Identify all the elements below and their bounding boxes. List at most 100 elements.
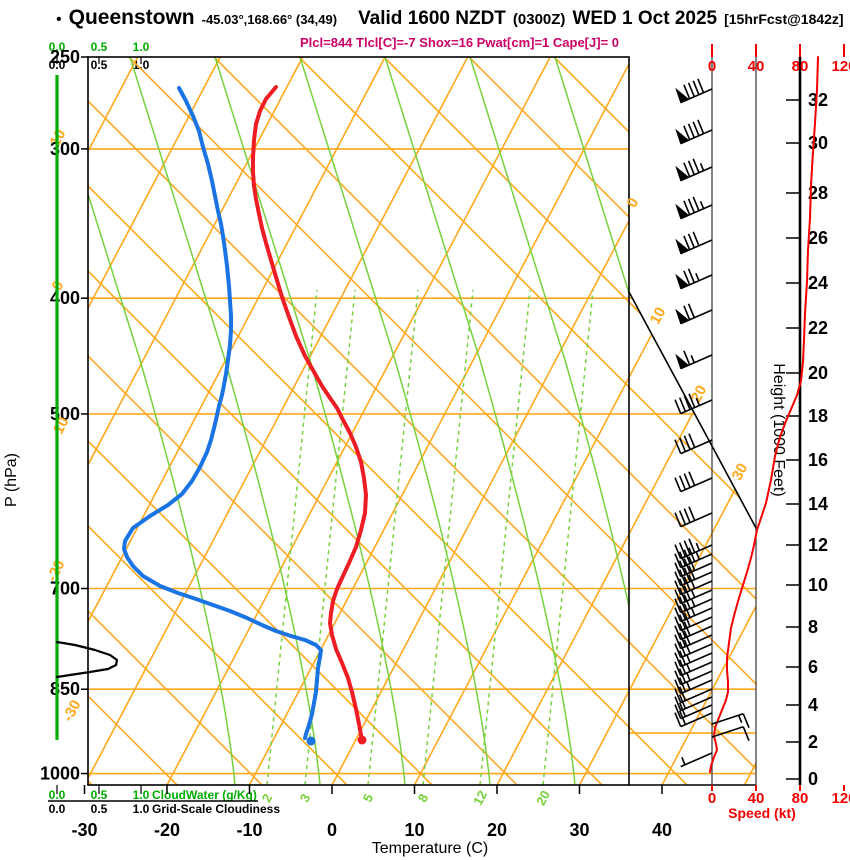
svg-text:3: 3 <box>297 791 314 804</box>
station-coordinates: -45.03°,168.66° (34,49) <box>201 12 338 27</box>
cloud-scale-tick: 1.0 <box>132 788 150 802</box>
cloud-scale-tick: 1.0 <box>132 40 150 54</box>
surface-dewpoint-dot <box>306 736 316 746</box>
wind-barb <box>711 726 750 741</box>
wind-barb <box>674 538 713 560</box>
svg-text:22: 22 <box>808 318 828 338</box>
svg-text:850: 850 <box>50 679 80 699</box>
wind-barb <box>674 650 713 668</box>
temperature-curve <box>251 85 368 742</box>
svg-text:-10: -10 <box>236 820 262 840</box>
svg-text:24: 24 <box>808 273 828 293</box>
cloud-scale-tick: 0.5 <box>90 40 108 54</box>
svg-text:1000: 1000 <box>40 764 80 784</box>
svg-text:0: 0 <box>624 195 643 210</box>
wind-barb <box>674 702 713 720</box>
svg-text:6: 6 <box>808 657 818 677</box>
svg-text:40: 40 <box>748 790 765 807</box>
cloudwater-scale-top: 0.0 0.5 1.0 <box>0 40 400 54</box>
svg-text:12: 12 <box>470 788 490 808</box>
wind-barb <box>674 630 713 650</box>
wind-barb <box>674 393 713 415</box>
svg-text:30: 30 <box>808 133 828 153</box>
wind-barb <box>675 268 713 290</box>
valid-date: WED 1 Oct 2025 <box>572 8 718 29</box>
svg-text:250: 250 <box>50 47 80 67</box>
svg-text:0: 0 <box>808 769 818 789</box>
svg-text:12: 12 <box>808 535 828 555</box>
svg-text:18: 18 <box>808 406 828 426</box>
svg-text:0: 0 <box>327 820 337 840</box>
svg-text:8: 8 <box>808 617 818 637</box>
svg-text:26: 26 <box>808 228 828 248</box>
svg-text:2: 2 <box>259 791 276 804</box>
wind-barbs <box>674 78 750 768</box>
svg-text:120: 120 <box>831 790 850 807</box>
svg-text:20: 20 <box>688 383 711 406</box>
wind-barb <box>674 433 713 455</box>
svg-text:20: 20 <box>487 820 507 840</box>
svg-text:10: 10 <box>647 305 670 328</box>
svg-text:28: 28 <box>808 183 828 203</box>
svg-text:40: 40 <box>748 58 765 75</box>
wind-barb <box>680 752 713 768</box>
cloudiness-scale-bottom: 0.0 0.5 1.0 Grid-Scale Cloudiness <box>0 802 400 816</box>
wind-speed-curve <box>709 56 819 773</box>
wind-barb <box>675 350 713 370</box>
wind-barb <box>674 621 713 641</box>
wind-barb <box>675 158 713 182</box>
temperature-axis: -30 -20 -10 0 10 20 30 40 Temperature (C) <box>71 785 672 857</box>
svg-text:4: 4 <box>808 695 818 715</box>
svg-text:30: 30 <box>569 820 589 840</box>
svg-text:10: 10 <box>808 575 828 595</box>
wind-barb <box>674 574 713 596</box>
cloud-scale-tick: 0.5 <box>90 788 108 802</box>
moist-adiabats-and-mixing-lines <box>88 57 629 785</box>
cloud-scale-label: Grid-Scale Cloudiness <box>152 802 281 816</box>
wind-barb <box>675 196 713 220</box>
grid-boundary-line <box>628 291 757 529</box>
surface-temperature-dot <box>357 735 367 745</box>
svg-text:8: 8 <box>415 791 432 804</box>
wind-barb <box>674 710 713 728</box>
wind-barb <box>674 603 713 623</box>
svg-text:40: 40 <box>652 820 672 840</box>
svg-text:0: 0 <box>708 790 716 807</box>
wind-barb <box>674 639 713 659</box>
cloud-scale-tick: 0.0 <box>48 40 66 54</box>
wind-barb <box>674 612 713 632</box>
svg-text:400: 400 <box>50 288 80 308</box>
station-bullet-icon: • <box>56 11 62 28</box>
svg-text:Temperature (C): Temperature (C) <box>372 840 488 857</box>
svg-text:16: 16 <box>808 450 828 470</box>
svg-text:5: 5 <box>360 791 377 804</box>
cloud-scale-tick: 0.5 <box>90 802 108 816</box>
svg-text:-30: -30 <box>71 820 97 840</box>
mixing-ratio-labels: 2 3 5 8 12 20 <box>259 788 553 808</box>
svg-text:10: 10 <box>404 820 424 840</box>
svg-text:32: 32 <box>808 90 828 110</box>
wind-barb <box>711 713 750 728</box>
wind-barb <box>674 585 713 605</box>
wind-barb <box>674 565 713 587</box>
svg-text:30: 30 <box>729 461 752 484</box>
cloud-scale-tick: 0.5 <box>90 58 108 72</box>
dewpoint-curve <box>122 86 323 740</box>
station-name: Queenstown <box>68 6 195 29</box>
wind-barb <box>674 506 713 528</box>
cloud-profiles <box>55 75 119 740</box>
skewt-grid <box>88 57 756 785</box>
svg-text:0: 0 <box>708 58 716 75</box>
cloud-scale-tick: 0.0 <box>48 58 66 72</box>
wind-barb <box>674 677 713 695</box>
speed-axis: 0040408080120120Speed (kt) <box>708 44 850 821</box>
wind-barb <box>675 119 713 145</box>
cloud-scale-tick: 1.0 <box>132 58 150 72</box>
wind-barb <box>674 556 713 578</box>
svg-text:80: 80 <box>792 790 809 807</box>
wind-barb <box>674 659 713 677</box>
svg-text:-20: -20 <box>154 820 180 840</box>
